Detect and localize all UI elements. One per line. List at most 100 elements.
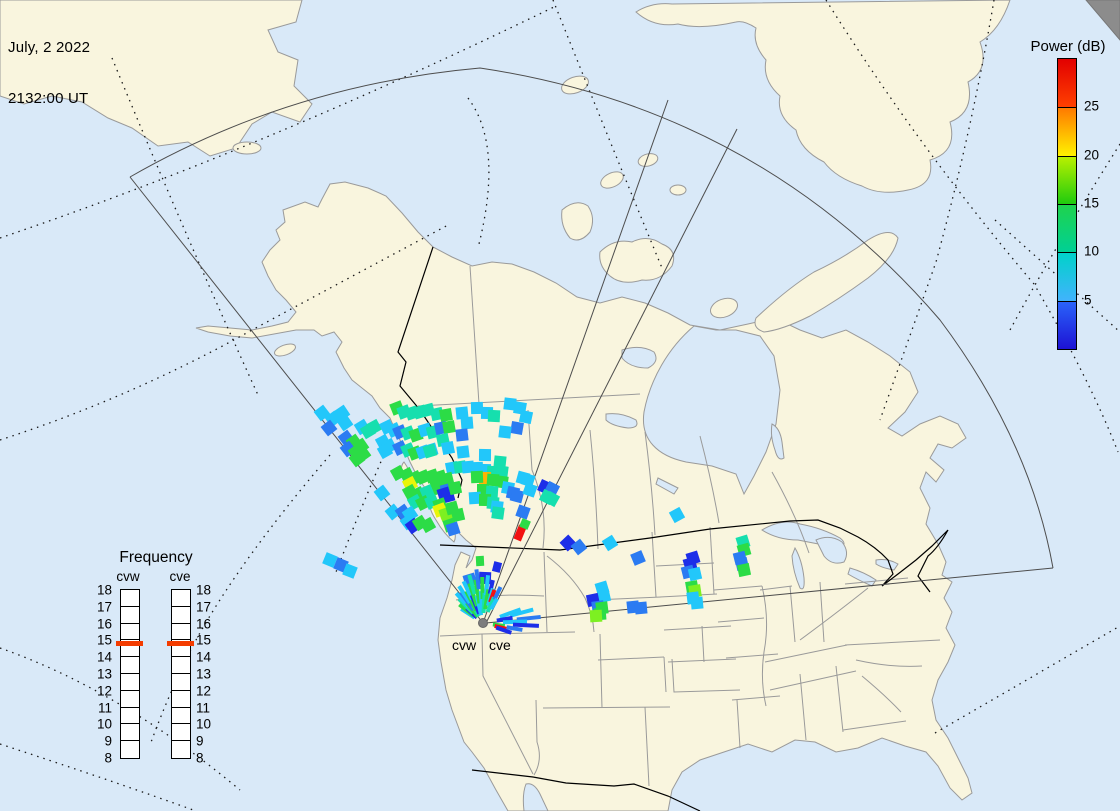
backscatter-cell — [589, 609, 603, 623]
radar-label-cve: cve — [489, 637, 511, 653]
frequency-tick-label-cve-15: 15 — [196, 632, 212, 648]
backscatter-cell — [519, 518, 531, 530]
land-southampton-island — [709, 297, 739, 319]
state-province-borders — [417, 265, 941, 787]
backscatter-cells — [313, 397, 752, 623]
backscatter-cell — [456, 445, 470, 459]
frequency-tick-label-cve-16: 16 — [196, 616, 212, 632]
gulf-of-california — [522, 783, 549, 811]
frequency-tick-label-cvw-12: 12 — [96, 683, 112, 699]
power-segment-10-15 — [1058, 203, 1076, 253]
backscatter-cell — [455, 406, 469, 420]
lake-winnipeg — [770, 423, 785, 460]
land-ellesmere-greenland — [635, 0, 1011, 193]
frequency-scale-cve — [171, 589, 191, 759]
radar-site-dot — [478, 618, 488, 628]
frequency-cell — [121, 590, 139, 607]
backscatter-cell — [543, 490, 561, 508]
frequency-marker-cvw — [116, 641, 143, 647]
backscatter-cell — [376, 442, 394, 460]
backscatter-cell — [522, 482, 538, 498]
backscatter-cell — [491, 506, 505, 520]
frequency-cell — [172, 674, 190, 691]
backscatter-cell — [442, 420, 456, 434]
land-kodiak-island — [274, 343, 296, 357]
frequency-tick-label-cvw-13: 13 — [96, 666, 112, 682]
radar-label-cvw: cvw — [452, 637, 477, 653]
backscatter-streak — [488, 589, 497, 603]
lake-ontario — [875, 559, 899, 571]
backscatter-cell — [348, 450, 366, 468]
backscatter-cell — [668, 506, 686, 524]
backscatter-cell — [475, 555, 485, 567]
backscatter-streak — [509, 607, 534, 618]
backscatter-cell — [478, 448, 492, 462]
backscatter-cell — [690, 596, 704, 610]
fan-edge-inner-1 — [482, 99, 669, 624]
backscatter-cell — [570, 538, 588, 556]
frequency-tick-label-cvw-14: 14 — [96, 649, 112, 665]
backscatter-streak — [512, 622, 540, 628]
backscatter-cell — [447, 480, 463, 496]
power-tick-label-20: 20 — [1084, 147, 1100, 163]
power-colorbar — [1057, 58, 1077, 350]
backscatter-cell — [520, 472, 536, 488]
frequency-scale-cvw — [120, 589, 140, 759]
power-segment-25-30 — [1058, 59, 1076, 108]
frequency-cell — [172, 657, 190, 674]
frequency-cell — [172, 708, 190, 725]
backscatter-cell — [336, 414, 354, 432]
backscatter-streak — [467, 574, 477, 595]
frequency-tick-label-cvw-17: 17 — [96, 599, 112, 615]
backscatter-cell — [498, 425, 512, 439]
frequency-cell — [172, 640, 190, 658]
backscatter-cell — [630, 550, 646, 566]
backscatter-streak — [496, 615, 513, 623]
great-bear-lake — [621, 346, 657, 369]
backscatter-streak — [487, 579, 495, 595]
backscatter-streak — [492, 586, 503, 601]
backscatter-cell — [460, 416, 474, 430]
backscatter-streak — [483, 589, 491, 610]
frequency-cell — [121, 674, 139, 691]
frequency-tick-label-cvw-10: 10 — [96, 716, 112, 732]
backscatter-cell — [342, 563, 358, 579]
backscatter-streak — [489, 597, 499, 611]
frequency-tick-label-cvw-15: 15 — [96, 632, 112, 648]
frequency-cell — [121, 741, 139, 758]
frequency-cell — [121, 708, 139, 725]
backscatter-cell — [450, 507, 466, 523]
frequency-tick-label-cvw-18: 18 — [96, 582, 112, 598]
timestamp-time: 2132:00 UT — [8, 90, 89, 107]
fan-edge-east — [485, 567, 1054, 624]
power-colorbar-title: Power (dB) — [1030, 38, 1106, 55]
fan-edge-inner-2 — [485, 128, 738, 624]
backscatter-cell — [510, 421, 524, 435]
power-tick-label-15: 15 — [1084, 195, 1100, 211]
frequency-scale-label-cve: cve — [169, 569, 191, 584]
backscatter-cell — [509, 488, 525, 504]
land-victoria-island — [599, 238, 675, 283]
backscatter-cell — [601, 534, 619, 552]
frequency-tick-label-cve-17: 17 — [196, 599, 212, 615]
backscatter-cell — [436, 486, 452, 502]
frequency-tick-label-cve-14: 14 — [196, 649, 212, 665]
frequency-tick-label-cve-18: 18 — [196, 582, 212, 598]
frequency-cell — [121, 607, 139, 624]
backscatter-cell — [373, 484, 391, 502]
backscatter-cell — [518, 409, 534, 425]
frequency-cell — [121, 640, 139, 658]
backscatter-cell — [439, 471, 455, 487]
frequency-tick-label-cvw-11: 11 — [97, 700, 112, 716]
power-tick-label-5: 5 — [1084, 292, 1092, 308]
frequency-cell — [121, 691, 139, 708]
backscatter-cell — [455, 428, 469, 442]
timestamp: July, 2 2022 2132:00 UT — [8, 5, 90, 141]
lake-athabasca — [655, 477, 679, 495]
backscatter-streak — [457, 585, 472, 604]
backscatter-cell — [634, 601, 648, 615]
frequency-scale-label-cvw: cvw — [116, 569, 140, 584]
